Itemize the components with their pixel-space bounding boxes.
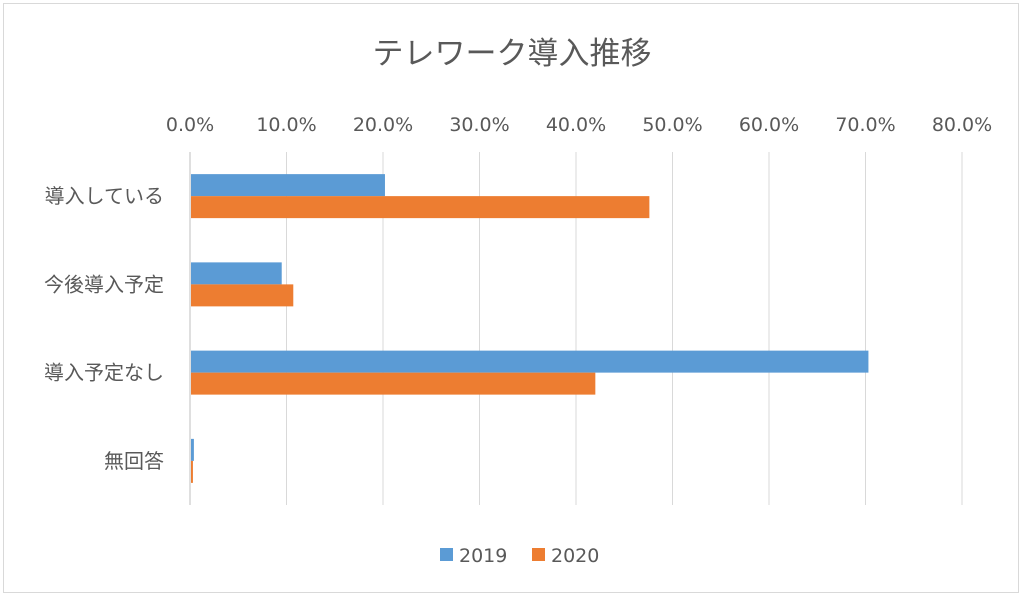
bar-2020-2 (191, 372, 596, 395)
bar-2020-1 (191, 284, 294, 307)
legend-swatch-2020 (532, 548, 545, 561)
legend-label-2019: 2019 (459, 545, 507, 567)
category-label: 導入予定なし (44, 361, 164, 385)
x-tick-label: 0.0% (166, 114, 214, 136)
x-tick-label: 70.0% (835, 114, 895, 136)
x-tick-label: 30.0% (449, 114, 509, 136)
bar-2020-0 (191, 196, 650, 219)
legend: 2019 2020 (440, 545, 599, 567)
chart-frame (3, 3, 1019, 593)
x-tick-label: 60.0% (739, 114, 799, 136)
bar-2019-0 (191, 174, 385, 197)
x-tick-labels: 0.0% 10.0% 20.0% 30.0% 40.0% 50.0% 60.0% 70.0% 8… (166, 114, 992, 136)
x-tick-label: 40.0% (546, 114, 606, 136)
bar-2020-3 (191, 460, 193, 483)
legend-label-2020: 2020 (551, 545, 599, 567)
x-tick-label: 80.0% (932, 114, 992, 136)
category-label: 導入している (45, 184, 164, 208)
x-tick-label: 10.0% (256, 114, 316, 136)
bars (191, 174, 869, 483)
category-label: 無回答 (104, 449, 164, 473)
legend-swatch-2019 (440, 548, 453, 561)
bar-2019-3 (191, 438, 194, 461)
x-tick-label: 50.0% (642, 114, 702, 136)
x-tick-label: 20.0% (353, 114, 413, 136)
chart-title: テレワーク導入推移 (373, 36, 652, 72)
bar-2019-2 (191, 350, 869, 373)
bar-2019-1 (191, 262, 282, 285)
category-label: 今後導入予定 (44, 272, 164, 296)
